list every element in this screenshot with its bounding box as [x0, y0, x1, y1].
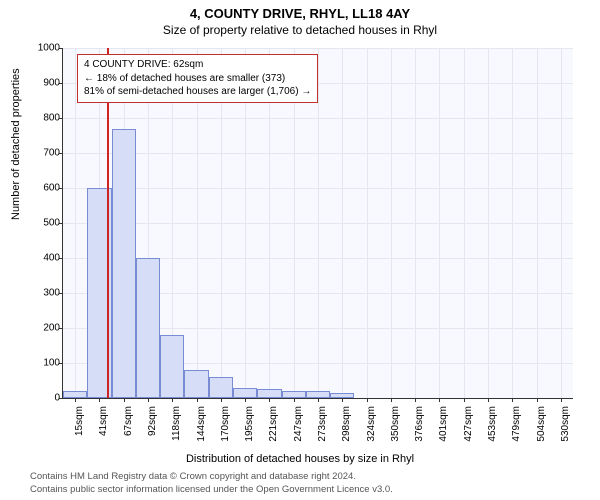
xtick-mark [75, 398, 76, 402]
xtick-mark [415, 398, 416, 402]
ytick-label: 900 [26, 78, 60, 89]
annotation-line-2: ← 18% of detached houses are smaller (37… [84, 72, 311, 86]
xtick-mark [391, 398, 392, 402]
xtick-mark [197, 398, 198, 402]
ytick-label: 300 [26, 288, 60, 299]
xtick-mark [512, 398, 513, 402]
xtick-mark [488, 398, 489, 402]
xtick-label: 195sqm [244, 406, 255, 456]
xtick-label: 427sqm [463, 406, 474, 456]
ytick-label: 700 [26, 148, 60, 159]
gridline-v [488, 48, 489, 398]
gridline-v [537, 48, 538, 398]
xtick-mark [367, 398, 368, 402]
xtick-mark [464, 398, 465, 402]
xtick-mark [99, 398, 100, 402]
xtick-label: 221sqm [268, 406, 279, 456]
xtick-label: 41sqm [98, 406, 109, 456]
xtick-mark [318, 398, 319, 402]
xtick-label: 273sqm [317, 406, 328, 456]
histogram-bar [160, 335, 184, 398]
ytick-label: 200 [26, 323, 60, 334]
plot-area: 4 COUNTY DRIVE: 62sqm ← 18% of detached … [62, 48, 573, 399]
attribution-line-1: Contains HM Land Registry data © Crown c… [30, 471, 393, 483]
xtick-mark [439, 398, 440, 402]
histogram-bar [112, 129, 136, 399]
gridline-v [367, 48, 368, 398]
xtick-label: 118sqm [171, 406, 182, 456]
attribution-line-2: Contains public sector information licen… [30, 484, 393, 496]
histogram-bar [330, 393, 354, 398]
histogram-bar [233, 388, 257, 399]
gridline-v [75, 48, 76, 398]
page-title: 4, COUNTY DRIVE, RHYL, LL18 4AY [0, 0, 600, 21]
xtick-label: 453sqm [487, 406, 498, 456]
gridline-v [512, 48, 513, 398]
annotation-box: 4 COUNTY DRIVE: 62sqm ← 18% of detached … [77, 54, 318, 103]
ytick-label: 800 [26, 113, 60, 124]
xtick-mark [294, 398, 295, 402]
xtick-mark [245, 398, 246, 402]
gridline-v [439, 48, 440, 398]
xtick-label: 504sqm [536, 406, 547, 456]
ytick-label: 0 [26, 393, 60, 404]
xtick-mark [537, 398, 538, 402]
histogram-bar [306, 391, 330, 398]
xtick-label: 15sqm [74, 406, 85, 456]
xtick-mark [561, 398, 562, 402]
page-subtitle: Size of property relative to detached ho… [0, 21, 600, 37]
ytick-label: 500 [26, 218, 60, 229]
gridline-v [415, 48, 416, 398]
gridline-v [391, 48, 392, 398]
xtick-mark [221, 398, 222, 402]
histogram-bar [209, 377, 233, 398]
xtick-label: 479sqm [511, 406, 522, 456]
histogram-bar [184, 370, 208, 398]
xtick-mark [269, 398, 270, 402]
xtick-label: 170sqm [220, 406, 231, 456]
ytick-label: 600 [26, 183, 60, 194]
xtick-label: 324sqm [366, 406, 377, 456]
xtick-label: 298sqm [341, 406, 352, 456]
xtick-label: 401sqm [438, 406, 449, 456]
histogram-bar [63, 391, 87, 398]
xtick-mark [124, 398, 125, 402]
histogram-bar [282, 391, 306, 398]
gridline-v [342, 48, 343, 398]
attribution-text: Contains HM Land Registry data © Crown c… [30, 471, 393, 496]
y-axis-label: Number of detached properties [10, 68, 22, 220]
histogram-bar [136, 258, 160, 398]
xtick-label: 247sqm [293, 406, 304, 456]
ytick-label: 100 [26, 358, 60, 369]
histogram-bar [257, 389, 281, 398]
xtick-label: 92sqm [147, 406, 158, 456]
ytick-label: 1000 [26, 43, 60, 54]
chart-container: 4, COUNTY DRIVE, RHYL, LL18 4AY Size of … [0, 0, 600, 500]
xtick-label: 530sqm [560, 406, 571, 456]
gridline-v [561, 48, 562, 398]
xtick-label: 67sqm [123, 406, 134, 456]
xtick-label: 376sqm [414, 406, 425, 456]
ytick-label: 400 [26, 253, 60, 264]
annotation-line-3: 81% of semi-detached houses are larger (… [84, 85, 311, 99]
xtick-mark [342, 398, 343, 402]
gridline-v [464, 48, 465, 398]
xtick-label: 144sqm [196, 406, 207, 456]
xtick-mark [148, 398, 149, 402]
xtick-mark [172, 398, 173, 402]
annotation-line-1: 4 COUNTY DRIVE: 62sqm [84, 58, 311, 72]
xtick-label: 350sqm [390, 406, 401, 456]
